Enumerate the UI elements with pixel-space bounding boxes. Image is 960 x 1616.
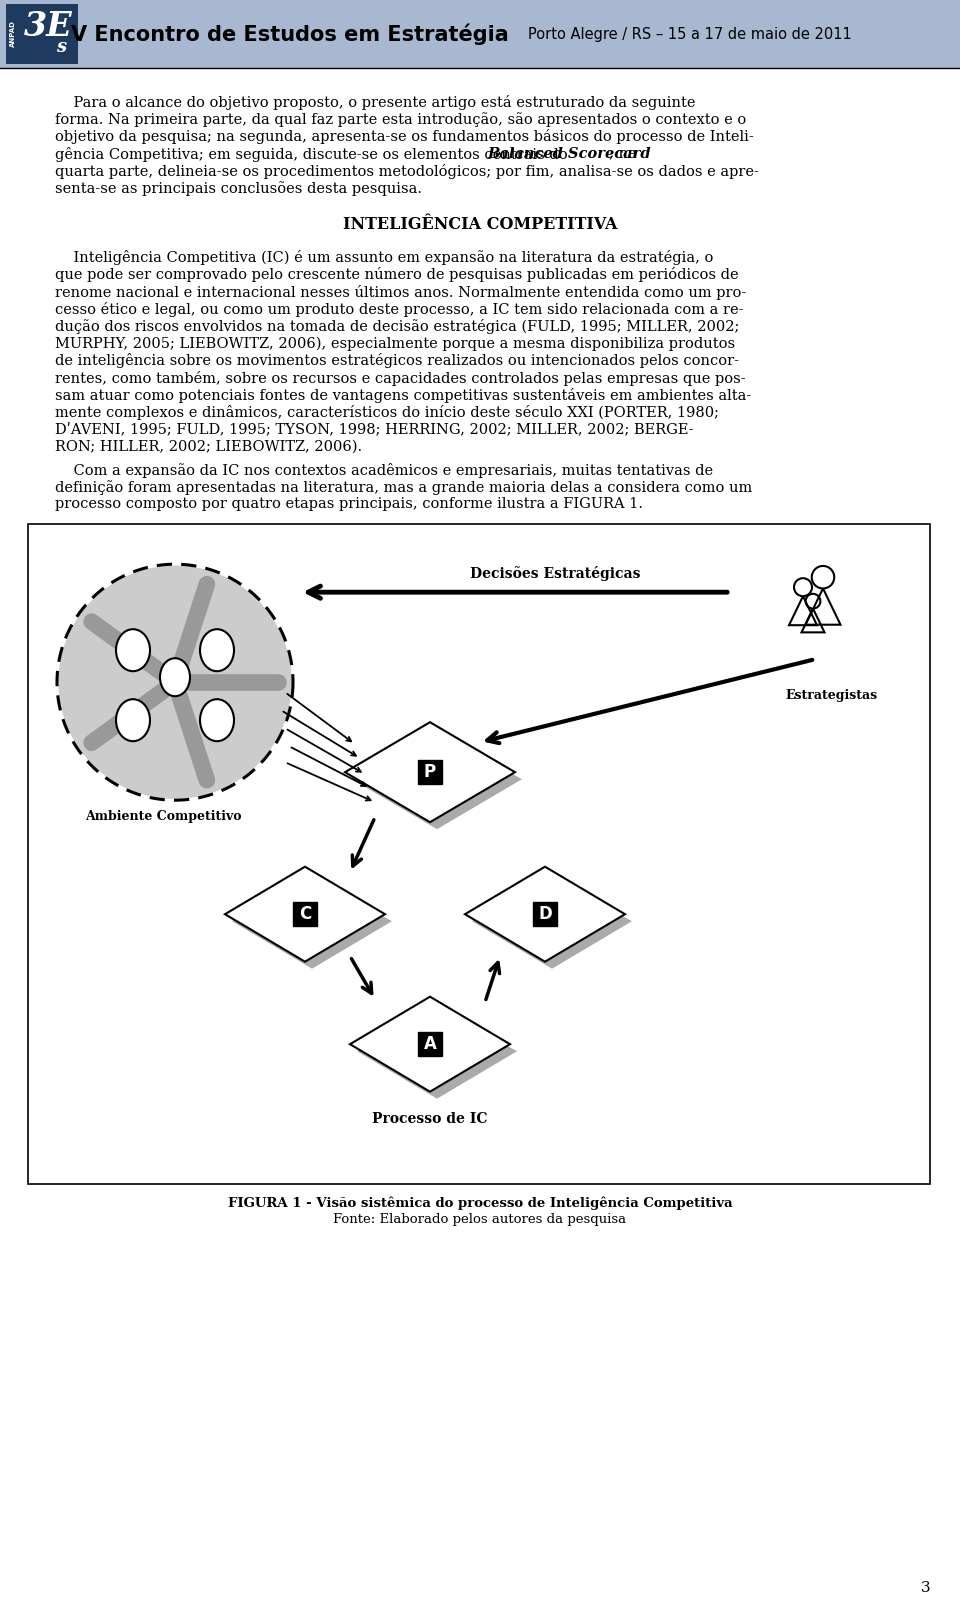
Bar (418, 760, 442, 784)
Text: V Encontro de Estudos em Estratégia: V Encontro de Estudos em Estratégia (71, 23, 509, 45)
Text: objetivo da pesquisa; na segunda, apresenta-se os fundamentos básicos do process: objetivo da pesquisa; na segunda, aprese… (55, 129, 754, 144)
Text: 3E: 3E (24, 10, 72, 42)
Text: MURPHY, 2005; LIEBOWITZ, 2006), especialmente porque a mesma disponibiliza produ: MURPHY, 2005; LIEBOWITZ, 2006), especial… (55, 336, 735, 351)
Text: ; na: ; na (609, 147, 636, 160)
Text: s: s (56, 39, 66, 57)
Text: 3: 3 (921, 1580, 930, 1595)
Polygon shape (472, 874, 632, 968)
Polygon shape (350, 997, 510, 1092)
Text: sam atuar como potenciais fontes de vantagens competitivas sustentáveis em ambie: sam atuar como potenciais fontes de vant… (55, 388, 752, 402)
Text: que pode ser comprovado pelo crescente número de pesquisas publicadas em periódi: que pode ser comprovado pelo crescente n… (55, 267, 738, 283)
Text: Com a expansão da IC nos contextos acadêmicos e empresariais, muitas tentativas : Com a expansão da IC nos contextos acadê… (55, 462, 713, 478)
Text: P: P (424, 763, 436, 781)
Ellipse shape (116, 629, 150, 671)
Text: Porto Alegre / RS – 15 a 17 de maio de 2011: Porto Alegre / RS – 15 a 17 de maio de 2… (528, 26, 852, 42)
Text: cesso ético e legal, ou como um produto deste processo, a IC tem sido relacionad: cesso ético e legal, ou como um produto … (55, 302, 743, 317)
Text: INTELIGÊNCIA COMPETITIVA: INTELIGÊNCIA COMPETITIVA (343, 217, 617, 233)
Text: Para o alcance do objetivo proposto, o presente artigo está estruturado da segui: Para o alcance do objetivo proposto, o p… (55, 95, 695, 110)
Text: de inteligência sobre os movimentos estratégicos realizados ou intencionados pel: de inteligência sobre os movimentos estr… (55, 354, 739, 368)
Bar (6, 3, 78, 65)
Ellipse shape (200, 629, 234, 671)
Text: FIGURA 1 - Visão sistêmica do processo de Inteligência Competitiva: FIGURA 1 - Visão sistêmica do processo d… (228, 1196, 732, 1210)
Bar (293, 902, 317, 926)
Text: mente complexos e dinâmicos, característicos do início deste século XXI (PORTER,: mente complexos e dinâmicos, característ… (55, 406, 719, 420)
Circle shape (59, 566, 291, 798)
Text: Fonte: Elaborado pelos autores da pesquisa: Fonte: Elaborado pelos autores da pesqui… (333, 1214, 627, 1227)
Bar (418, 1033, 442, 1057)
Text: C: C (299, 905, 311, 923)
Bar (0, 0, 960, 68)
Text: D: D (539, 905, 552, 923)
Text: RON; HILLER, 2002; LIEBOWITZ, 2006).: RON; HILLER, 2002; LIEBOWITZ, 2006). (55, 440, 362, 454)
Ellipse shape (160, 658, 190, 696)
Text: rentes, como também, sobre os recursos e capacidades controlados pelas empresas : rentes, como também, sobre os recursos e… (55, 370, 746, 386)
Polygon shape (225, 866, 385, 962)
Bar (533, 902, 557, 926)
Text: processo composto por quatro etapas principais, conforme ilustra a FIGURA 1.: processo composto por quatro etapas prin… (55, 498, 643, 511)
Polygon shape (352, 729, 522, 829)
Text: A: A (423, 1036, 437, 1054)
Ellipse shape (200, 700, 234, 742)
Text: forma. Na primeira parte, da qual faz parte esta introdução, são apresentados o : forma. Na primeira parte, da qual faz pa… (55, 112, 746, 128)
Text: Processo de IC: Processo de IC (372, 1112, 488, 1126)
Text: renome nacional e internacional nesses últimos anos. Normalmente entendida como : renome nacional e internacional nesses ú… (55, 284, 746, 299)
Polygon shape (345, 722, 515, 823)
Text: Decisões Estratégicas: Decisões Estratégicas (469, 566, 640, 582)
Text: gência Competitiva; em seguida, discute-se os elementos centrais do: gência Competitiva; em seguida, discute-… (55, 147, 572, 162)
Bar (28, 524, 930, 1185)
Text: quarta parte, delineia-se os procedimentos metodológicos; por fim, analisa-se os: quarta parte, delineia-se os procediment… (55, 163, 758, 179)
Text: Ambiente Competitivo: Ambiente Competitivo (85, 810, 242, 823)
Text: dução dos riscos envolvidos na tomada de decisão estratégica (FULD, 1995; MILLER: dução dos riscos envolvidos na tomada de… (55, 318, 739, 335)
Polygon shape (232, 874, 392, 968)
Text: Estrategistas: Estrategistas (785, 688, 877, 703)
Text: definição foram apresentadas na literatura, mas a grande maioria delas a conside: definição foram apresentadas na literatu… (55, 480, 753, 494)
Polygon shape (357, 1004, 517, 1099)
Text: ANPAD: ANPAD (10, 21, 16, 47)
Ellipse shape (116, 700, 150, 742)
Text: DʹAVENI, 1995; FULD, 1995; TYSON, 1998; HERRING, 2002; MILLER, 2002; BERGE-: DʹAVENI, 1995; FULD, 1995; TYSON, 1998; … (55, 422, 694, 436)
Text: senta-se as principais conclusões desta pesquisa.: senta-se as principais conclusões desta … (55, 181, 422, 196)
Polygon shape (465, 866, 625, 962)
Text: Inteligência Competitiva (IC) é um assunto em expansão na literatura da estratég: Inteligência Competitiva (IC) é um assun… (55, 250, 713, 265)
Text: Balanced Scorecard: Balanced Scorecard (487, 147, 651, 160)
